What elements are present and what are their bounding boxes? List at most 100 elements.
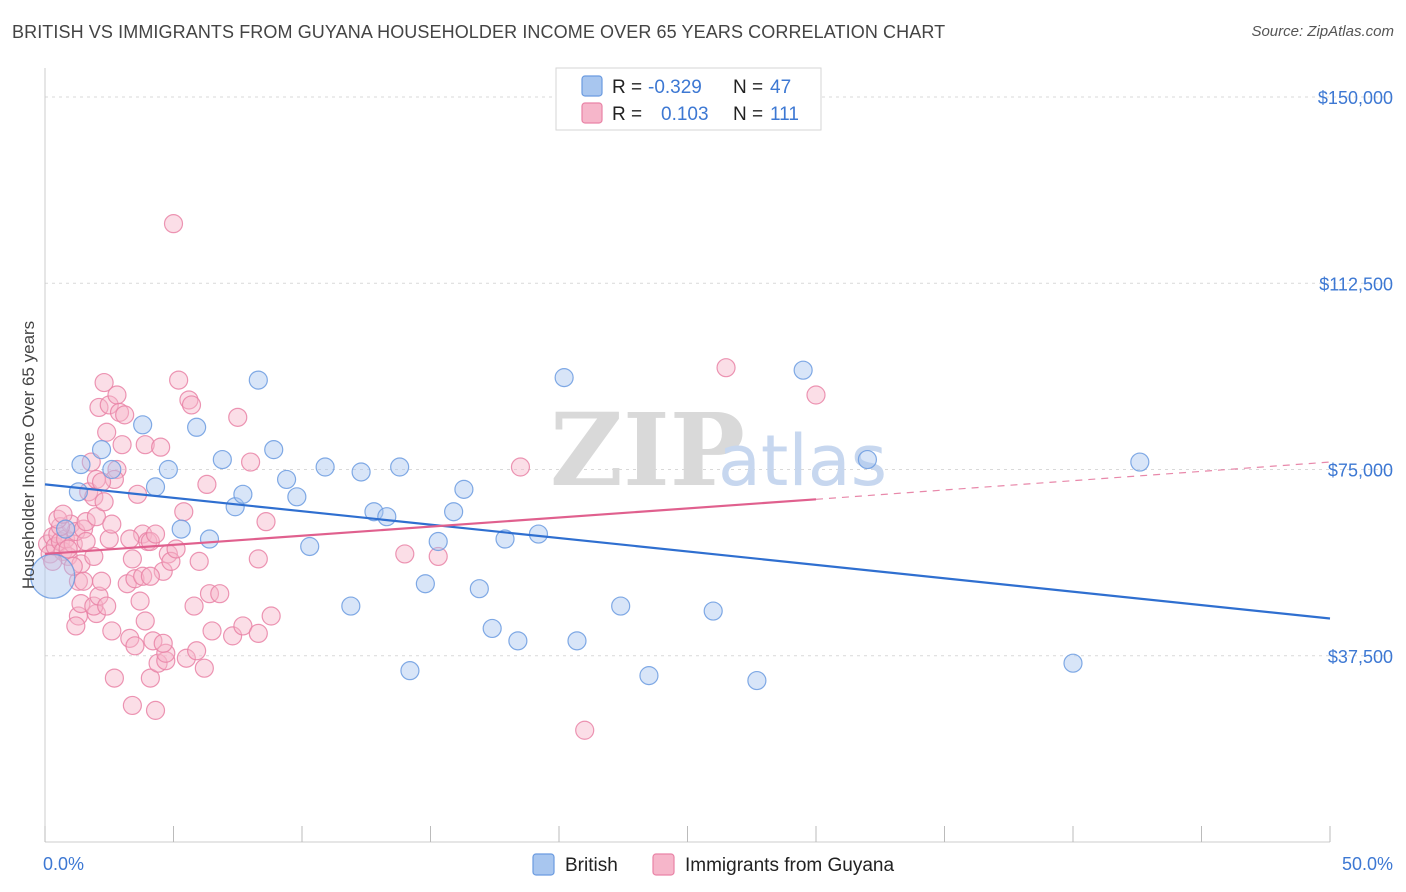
point-guyana <box>395 544 415 564</box>
point-guyana <box>153 561 173 581</box>
point-british <box>364 502 384 522</box>
point-guyana <box>122 695 142 716</box>
point-guyana <box>135 611 155 631</box>
point-guyana <box>261 606 281 626</box>
legend-r-label-guyana: R = <box>612 104 642 125</box>
point-british <box>300 536 320 557</box>
point-british <box>341 596 361 616</box>
point-guyana <box>133 566 153 586</box>
points-british <box>30 360 1150 691</box>
point-british <box>390 457 410 477</box>
point-guyana <box>120 529 140 549</box>
y-tick-label: $150,000 <box>1318 88 1393 108</box>
trend-layer <box>44 461 1331 620</box>
point-guyana <box>104 668 124 688</box>
point-guyana <box>202 621 222 641</box>
point-guyana <box>210 584 230 604</box>
legend-n-value-guyana: 111 <box>770 104 799 125</box>
point-guyana <box>806 385 826 405</box>
point-guyana <box>189 551 209 571</box>
y-tick-labels: $37,500 $75,000 $112,500 $150,000 <box>1318 88 1393 667</box>
watermark-zip: ZIP <box>550 391 745 509</box>
point-guyana <box>145 524 166 544</box>
y-tick-label: $37,500 <box>1328 647 1393 667</box>
point-british <box>287 487 307 507</box>
x-tick-label-min: 0.0% <box>43 854 84 874</box>
point-guyana <box>161 551 181 571</box>
legend-r-label-british: R = <box>612 77 642 98</box>
point-british <box>469 579 489 599</box>
point-guyana <box>233 616 253 636</box>
point-guyana <box>197 474 217 494</box>
point-british <box>793 360 813 380</box>
point-guyana <box>248 549 268 569</box>
point-british <box>212 449 232 470</box>
point-guyana <box>135 435 155 455</box>
point-guyana <box>107 385 127 405</box>
point-british <box>351 462 371 482</box>
point-guyana <box>130 591 150 611</box>
point-british <box>415 574 435 594</box>
legend-n-label-guyana: N = <box>733 104 763 125</box>
trend-line-guyana-extended <box>815 461 1331 500</box>
legend-n-label-british: N = <box>733 77 763 98</box>
axes-layer <box>44 68 1331 843</box>
point-guyana <box>86 507 107 527</box>
point-british <box>400 661 420 681</box>
point-guyana <box>99 529 119 549</box>
y-axis-label: Householder Income Over 65 years <box>19 321 38 589</box>
point-guyana <box>181 395 202 415</box>
y-tick-label: $75,000 <box>1328 461 1393 481</box>
legend-swatch-guyana <box>581 102 603 124</box>
point-guyana <box>241 452 261 472</box>
point-british <box>158 459 178 480</box>
point-guyana <box>194 658 214 678</box>
point-british <box>233 484 253 504</box>
point-guyana <box>102 621 122 641</box>
point-british <box>248 370 268 390</box>
point-british <box>567 631 587 651</box>
point-british <box>495 529 515 549</box>
point-guyana <box>223 626 243 646</box>
point-guyana <box>125 569 145 589</box>
point-guyana <box>428 546 448 567</box>
point-british <box>639 666 659 686</box>
point-british <box>428 531 448 552</box>
x-tick-label-max: 50.0% <box>1342 854 1393 874</box>
point-guyana <box>248 623 268 644</box>
point-guyana <box>163 214 184 234</box>
point-guyana <box>99 395 119 415</box>
legend-n-value-british: 47 <box>770 77 791 98</box>
point-guyana <box>153 633 173 653</box>
point-british <box>454 479 474 499</box>
point-guyana <box>125 636 145 656</box>
point-british <box>508 631 528 651</box>
point-british <box>199 529 220 549</box>
point-guyana <box>97 596 117 616</box>
point-guyana <box>50 517 71 537</box>
point-british <box>71 454 91 475</box>
point-guyana <box>109 402 130 422</box>
point-guyana <box>53 504 73 524</box>
trend-line-guyana <box>44 498 817 556</box>
point-guyana <box>575 720 595 740</box>
point-guyana <box>94 492 114 512</box>
point-guyana <box>91 571 112 591</box>
point-guyana <box>187 641 207 661</box>
point-british <box>554 368 574 388</box>
bottom-legend-swatch-guyana <box>652 853 675 876</box>
point-guyana <box>174 502 194 522</box>
point-guyana <box>151 437 171 457</box>
point-british <box>171 519 191 539</box>
point-british <box>1130 452 1150 472</box>
point-british <box>264 440 284 460</box>
point-guyana <box>115 405 135 425</box>
point-guyana <box>122 549 142 569</box>
point-guyana <box>140 566 160 586</box>
point-british <box>102 459 122 480</box>
point-british <box>857 449 878 470</box>
legend-swatch-british <box>581 75 603 97</box>
legend-box: R = -0.329 N = 47 R = 0.103 N = 111 <box>555 67 822 131</box>
legend-r-value-guyana: 0.103 <box>661 104 709 125</box>
point-guyana <box>169 370 189 390</box>
